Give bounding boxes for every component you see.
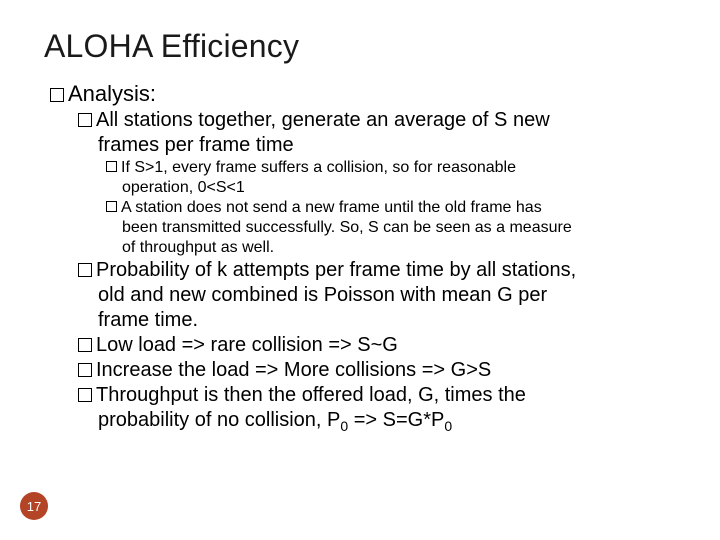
bullet-if-s-gt-1-cont: operation, 0<S<1 [122, 179, 684, 197]
page-number-badge: 17 [20, 492, 48, 520]
bullet-all-stations-cont: frames per frame time [98, 134, 684, 157]
bullet-station-no-new-cont2: of throughput as well. [122, 239, 684, 257]
bullet-probability-cont1: old and new combined is Poisson with mea… [98, 284, 684, 307]
bullet-station-no-new: A station does not send a new frame unti… [106, 199, 684, 217]
bullet-if-s-gt-1: If S>1, every frame suffers a collision,… [106, 159, 684, 177]
checkbox-icon [78, 363, 92, 377]
subscript: 0 [444, 418, 452, 434]
checkbox-icon [78, 113, 92, 127]
checkbox-icon [106, 201, 117, 212]
text: If S>1, every frame suffers a collision,… [121, 159, 516, 176]
text: A station does not send a new frame unti… [121, 199, 542, 216]
bullet-throughput-cont: probability of no collision, P0 => S=G*P… [98, 409, 684, 434]
slide-container: ALOHA Efficiency Analysis: All stations … [0, 0, 720, 540]
bullet-probability: Probability of k attempts per frame time… [78, 259, 684, 282]
bullet-increase-load: Increase the load => More collisions => … [78, 359, 684, 382]
text: probability of no collision, P [98, 409, 340, 431]
checkbox-icon [106, 161, 117, 172]
text: Analysis: [68, 81, 156, 106]
bullet-probability-cont2: frame time. [98, 309, 684, 332]
text: => S=G*P [348, 409, 444, 431]
checkbox-icon [78, 338, 92, 352]
bullet-throughput: Throughput is then the offered load, G, … [78, 384, 684, 407]
checkbox-icon [78, 388, 92, 402]
bullet-station-no-new-cont1: been transmitted successfully. So, S can… [122, 219, 684, 237]
text: Probability of k attempts per frame time… [96, 259, 576, 281]
text: Increase the load => More collisions => … [96, 359, 491, 381]
page-number: 17 [27, 499, 41, 514]
text: All stations together, generate an avera… [96, 109, 550, 131]
bullet-all-stations: All stations together, generate an avera… [78, 109, 684, 132]
checkbox-icon [78, 263, 92, 277]
text: Throughput is then the offered load, G, … [96, 384, 526, 406]
bullet-low-load: Low load => rare collision => S~G [78, 334, 684, 357]
bullet-analysis: Analysis: [50, 81, 684, 107]
slide-title: ALOHA Efficiency [44, 28, 684, 65]
subscript: 0 [340, 418, 348, 434]
text: Low load => rare collision => S~G [96, 334, 398, 356]
checkbox-icon [50, 88, 64, 102]
